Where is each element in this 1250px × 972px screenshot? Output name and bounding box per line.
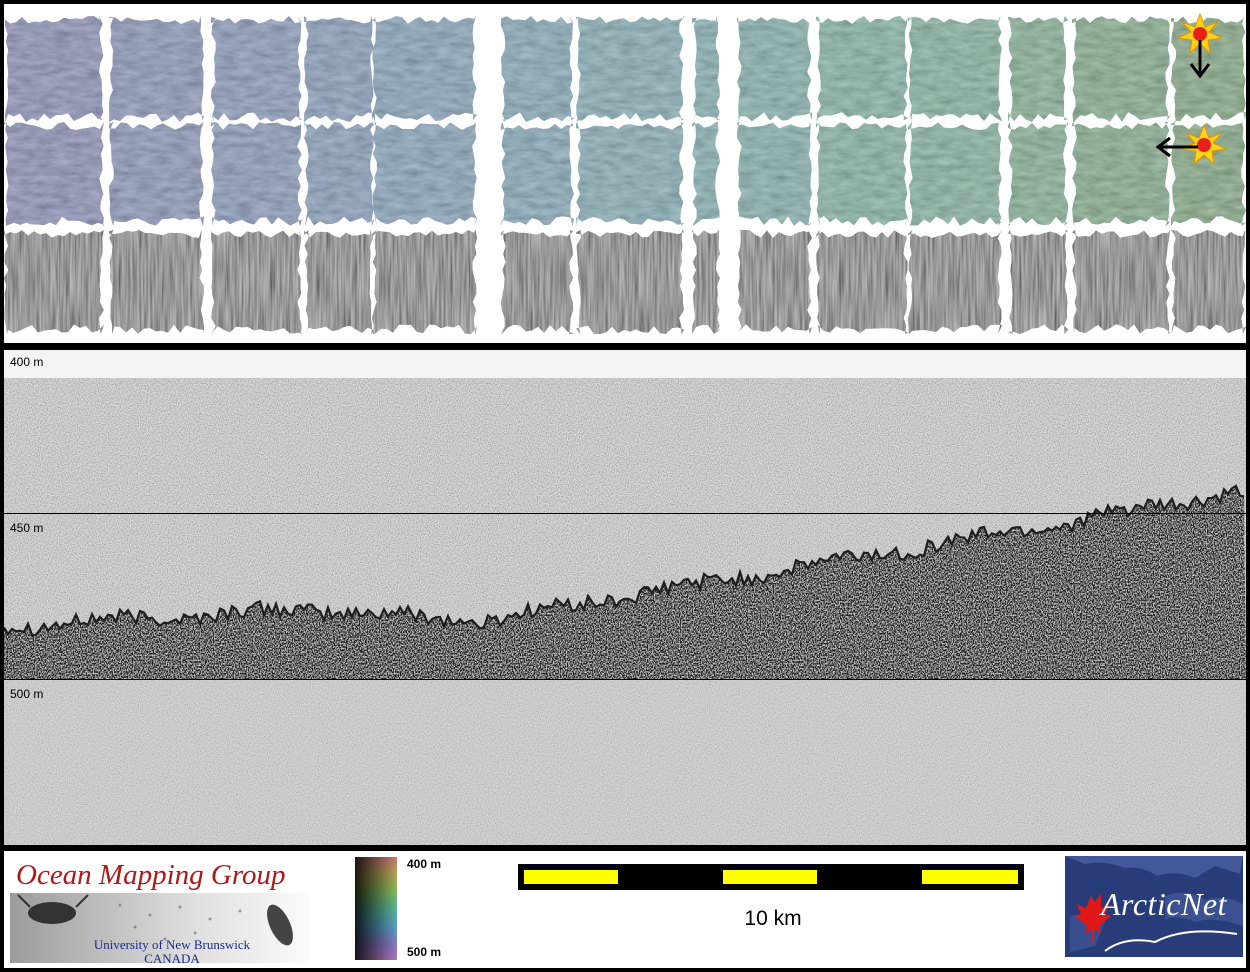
scale-bar: [518, 864, 1024, 890]
top-band: [4, 350, 1246, 378]
backscatter-texture: [737, 230, 812, 334]
backscatter-texture: [576, 230, 684, 334]
bathymetry-texture: [692, 16, 720, 122]
bathymetry-texture: [1008, 16, 1068, 122]
bathymetry-texture: [692, 122, 720, 226]
colorbar-bottom-label: 500 m: [407, 945, 442, 959]
bathymetry-texture: [1008, 122, 1068, 226]
backscatter-row: [4, 230, 1246, 334]
colorbar-top-label: 400 m: [407, 857, 442, 871]
backscatter-texture: [4, 230, 104, 334]
backscatter-texture: [1008, 230, 1068, 334]
bathymetry-texture: [109, 122, 204, 226]
profile-panel: 400 m 450 m 500 m: [4, 350, 1246, 845]
bathymetry-row-2: [4, 122, 1246, 226]
bathymetry-texture: [908, 122, 1002, 226]
bathymetry-texture: [816, 16, 908, 122]
bathymetry-texture: [1171, 16, 1246, 122]
bathymetry-texture: [372, 16, 477, 122]
depth-colorbar: [355, 857, 397, 960]
bathymetry-texture: [816, 122, 908, 226]
bathymetry-row-1: [4, 16, 1246, 122]
mosaic-svg: [4, 12, 1246, 334]
depth-label-400: 400 m: [10, 355, 44, 369]
bathymetry-texture: [908, 16, 1002, 122]
omg-logo: Ocean Mapping Group University of New Br…: [10, 855, 310, 966]
bathymetry-texture: [501, 16, 574, 122]
bathymetry-texture: [1072, 16, 1170, 122]
omg-subtitle-2: CANADA: [144, 951, 200, 966]
scale-segment-1: [524, 870, 618, 884]
bathymetry-texture: [737, 122, 812, 226]
arcticnet-text: ArcticNet: [1101, 886, 1227, 922]
bathymetry-texture: [304, 122, 374, 226]
omg-subtitle-1: University of New Brunswick: [93, 937, 251, 952]
arrow-left-icon: [1155, 136, 1198, 158]
bathymetry-texture: [501, 122, 574, 226]
bathymetry-texture: [372, 122, 477, 226]
backscatter-texture: [816, 230, 908, 334]
footer-panel: Ocean Mapping Group University of New Br…: [4, 851, 1246, 968]
arcticnet-logo-art: [1065, 856, 1243, 957]
backscatter-texture: [501, 230, 574, 334]
backscatter-texture: [211, 230, 302, 334]
bathymetry-texture: [4, 122, 104, 226]
scale-segment-2: [723, 870, 817, 884]
mosaic-panel: [4, 4, 1246, 343]
backscatter-texture: [692, 230, 720, 334]
omg-title: Ocean Mapping Group: [16, 859, 286, 891]
backscatter-texture: [908, 230, 1002, 334]
backscatter-texture: [304, 230, 374, 334]
backscatter-texture: [109, 230, 204, 334]
bathymetry-texture: [109, 16, 204, 122]
depth-line-450: [4, 513, 1246, 514]
bathymetry-texture: [304, 16, 374, 122]
depth-label-500: 500 m: [10, 687, 44, 701]
sun-icon-bottom: [1180, 123, 1228, 166]
arrow-down-icon: [1189, 40, 1211, 79]
seabed-reflector: [4, 484, 1245, 637]
bathymetry-texture: [576, 122, 684, 226]
scale-segment-3: [922, 870, 1018, 884]
backscatter-texture: [372, 230, 477, 334]
depth-label-450: 450 m: [10, 521, 44, 535]
bathymetry-texture: [576, 16, 684, 122]
arcticnet-logo: ArcticNet: [1065, 856, 1243, 957]
scale-label: 10 km: [744, 907, 802, 930]
bathymetry-texture: [1072, 122, 1170, 226]
backscatter-texture: [1072, 230, 1170, 334]
depth-line-500: [4, 679, 1246, 680]
bathymetry-texture: [211, 122, 302, 226]
backscatter-texture: [1171, 230, 1246, 334]
profile-svg: [4, 350, 1246, 845]
bathymetry-texture: [737, 16, 812, 122]
bathymetry-texture: [4, 16, 104, 122]
omg-logo-art: [10, 893, 310, 963]
deep-zone: [4, 680, 1246, 845]
bathymetry-texture: [211, 16, 302, 122]
